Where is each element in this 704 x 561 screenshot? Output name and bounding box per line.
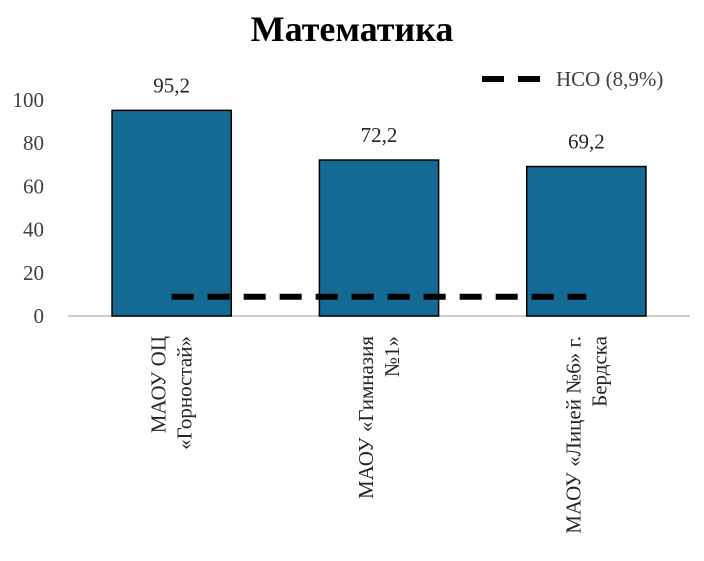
y-tick-label: 80 [23, 131, 44, 155]
bar [111, 109, 233, 317]
category-label: МАОУ «Гимназия №1» [354, 336, 404, 499]
bar [525, 165, 647, 317]
category-label-line: МАОУ «Лицей №6» г. [561, 336, 585, 534]
category-label-line: «Горностай» [173, 336, 197, 450]
category-label: МАОУ «Лицей №6» г. Бердска [561, 335, 611, 533]
data-label: 72,2 [361, 123, 398, 147]
data-label: 95,2 [153, 73, 190, 97]
legend: НСО (8,9%) [482, 67, 663, 91]
category-label-line: №1» [380, 336, 404, 377]
y-tick-label: 60 [23, 174, 44, 198]
category-label-line: МАОУ «Гимназия [354, 336, 378, 499]
y-tick-label: 20 [23, 261, 44, 285]
chart-title: Математика [250, 9, 454, 49]
legend-label-nso: НСО (8,9%) [556, 67, 663, 91]
data-label: 69,2 [568, 130, 605, 154]
category-label-line: МАОУ ОЦ [147, 336, 171, 433]
y-tick-label: 100 [13, 88, 45, 112]
y-tick-label: 0 [34, 304, 45, 328]
y-axis-ticks: 0 20 40 60 80 100 [13, 88, 45, 328]
bar [318, 159, 440, 317]
y-tick-label: 40 [23, 218, 44, 242]
bars [111, 109, 647, 317]
category-label: МАОУ ОЦ «Горностай» [147, 336, 197, 450]
category-label-line: Бердска [587, 335, 611, 406]
data-labels: 95,2 72,2 69,2 [153, 73, 604, 153]
category-labels: МАОУ ОЦ «Горностай» МАОУ «Гимназия №1» МАОУ … [147, 335, 612, 533]
